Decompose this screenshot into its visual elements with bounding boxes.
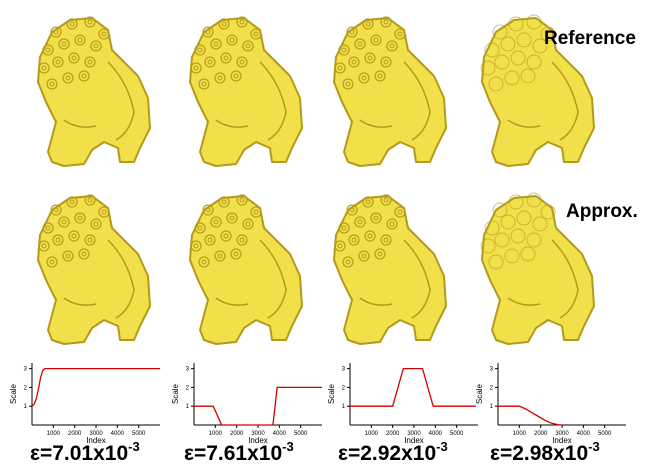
y-axis-label: Scale <box>327 383 336 404</box>
x-tick-label: 2000 <box>386 431 400 437</box>
x-tick-label: 2000 <box>534 431 548 437</box>
lion-statue-mesh <box>37 16 151 167</box>
scale-plot-4: 1000 2000 3000 4000 5000 1 2 3 Index Scale <box>475 357 636 445</box>
y-tick-label: 3 <box>24 367 28 373</box>
y-tick-label: 1 <box>342 404 346 410</box>
y-tick-label: 3 <box>490 367 494 373</box>
render-approx-1 <box>8 180 158 352</box>
error-exponent: -3 <box>128 439 140 454</box>
lion-statue-mesh <box>480 192 595 345</box>
x-tick-label: 4000 <box>577 431 591 437</box>
x-tick-label: 4000 <box>429 431 443 437</box>
row-label-reference: Reference <box>544 28 636 49</box>
error-label-4: ε=2.98x10-3 <box>490 439 600 466</box>
scale-plot-svg: 1000 2000 3000 4000 5000 1 2 3 Index Scale <box>327 363 478 445</box>
y-tick-label: 2 <box>342 385 346 391</box>
x-tick-label: 5000 <box>598 431 612 437</box>
y-tick-label: 1 <box>490 404 494 410</box>
x-tick-label: 5000 <box>450 431 464 437</box>
row-label-approx: Approx. <box>566 201 638 222</box>
x-tick-label: 1000 <box>365 431 379 437</box>
lion-statue-mesh <box>333 194 447 345</box>
scale-plot-svg: 1000 2000 3000 4000 5000 1 2 3 Index Scale <box>171 363 323 445</box>
error-prefix: ε= <box>338 442 361 465</box>
y-tick-label: 2 <box>490 385 494 391</box>
x-tick-label: 2000 <box>68 431 82 437</box>
x-axis-label: Index <box>86 436 106 445</box>
x-tick-label: 1000 <box>209 431 223 437</box>
error-mantissa: 7.01x10 <box>52 442 129 465</box>
x-tick-label: 3000 <box>89 431 103 437</box>
y-tick-label: 2 <box>186 385 190 391</box>
lion-statue-mesh <box>333 16 447 167</box>
x-tick-label: 5000 <box>132 431 146 437</box>
error-mantissa: 7.61x10 <box>206 442 283 465</box>
x-axis-label: Index <box>552 436 572 445</box>
y-axis-label: Scale <box>171 383 180 404</box>
x-tick-label: 1000 <box>47 431 61 437</box>
render-reference-3 <box>304 2 454 174</box>
y-tick-label: 2 <box>24 385 28 391</box>
x-tick-label: 5000 <box>294 431 308 437</box>
error-label-1: ε=7.01x10-3 <box>30 439 140 466</box>
y-tick-label: 3 <box>342 367 346 373</box>
lion-statue-mesh <box>189 16 303 167</box>
scale-series-line <box>498 405 563 426</box>
render-approx-4 <box>452 180 602 352</box>
error-exponent: -3 <box>282 439 294 454</box>
x-tick-label: 1000 <box>513 431 527 437</box>
x-tick-label: 3000 <box>407 431 421 437</box>
error-prefix: ε= <box>184 442 207 465</box>
error-mantissa: 2.92x10 <box>360 442 437 465</box>
scale-series-line <box>350 367 476 407</box>
scale-plot-svg: 1000 2000 3000 4000 5000 1 2 3 Index Scale <box>475 363 626 445</box>
render-reference-2 <box>160 2 310 174</box>
error-label-2: ε=7.61x10-3 <box>184 439 294 466</box>
error-mantissa: 2.98x10 <box>512 442 589 465</box>
scale-plot-svg: 1000 2000 3000 4000 5000 1 2 3 Index Scale <box>9 363 161 445</box>
scale-plot-1: 1000 2000 3000 4000 5000 1 2 3 Index Scale <box>9 357 170 445</box>
render-reference-1 <box>8 2 158 174</box>
x-axis-label: Index <box>248 436 268 445</box>
y-tick-label: 1 <box>24 404 28 410</box>
x-axis-label: Index <box>404 436 424 445</box>
scale-plot-2: 1000 2000 3000 4000 5000 1 2 3 Index Scale <box>171 357 332 445</box>
x-tick-label: 2000 <box>230 431 244 437</box>
x-tick-label: 4000 <box>273 431 287 437</box>
render-approx-3 <box>304 180 454 352</box>
x-tick-label: 3000 <box>251 431 265 437</box>
lion-statue-mesh <box>480 14 595 167</box>
y-axis-label: Scale <box>9 383 18 404</box>
render-approx-2 <box>160 180 310 352</box>
x-tick-label: 3000 <box>555 431 569 437</box>
error-exponent: -3 <box>436 439 448 454</box>
render-reference-4 <box>452 2 602 174</box>
error-prefix: ε= <box>30 442 53 465</box>
scale-series-line <box>194 386 322 426</box>
x-tick-label: 4000 <box>111 431 125 437</box>
scale-plot-3: 1000 2000 3000 4000 5000 1 2 3 Index Scale <box>327 357 488 445</box>
lion-statue-mesh <box>189 194 303 345</box>
y-axis-label: Scale <box>475 383 484 404</box>
error-label-3: ε=2.92x10-3 <box>338 439 448 466</box>
y-tick-label: 1 <box>186 404 190 410</box>
error-exponent: -3 <box>588 439 600 454</box>
scale-series-line <box>31 367 160 407</box>
lion-statue-mesh <box>37 194 151 345</box>
y-tick-label: 3 <box>186 367 190 373</box>
error-prefix: ε= <box>490 442 513 465</box>
